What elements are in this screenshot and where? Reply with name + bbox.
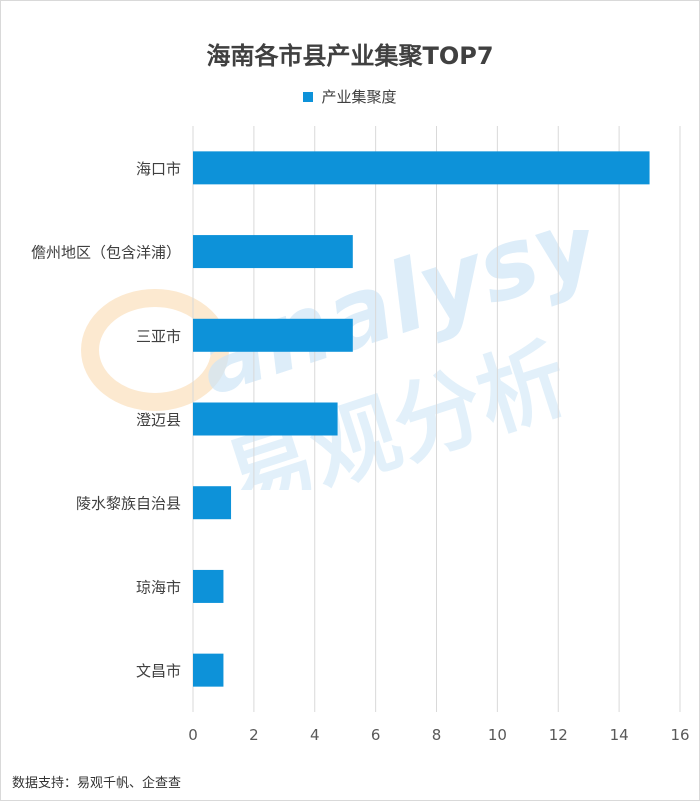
x-tick-label: 16 xyxy=(670,726,689,744)
x-tick-label: 12 xyxy=(549,726,568,744)
category-label: 陵水黎族自治县 xyxy=(76,495,181,513)
source-note: 数据支持：易观千帆、企查查 xyxy=(12,776,182,791)
category-label: 海口市 xyxy=(136,160,181,178)
bar xyxy=(193,569,224,603)
x-tick-label: 6 xyxy=(371,726,381,744)
x-tick-label: 2 xyxy=(249,726,259,744)
x-tick-label: 8 xyxy=(432,726,442,744)
x-tick-label: 4 xyxy=(310,726,320,744)
category-label: 琼海市 xyxy=(136,578,181,596)
chart-legend: 产业集聚度 xyxy=(0,86,700,107)
bar xyxy=(193,653,224,687)
category-label: 文昌市 xyxy=(136,662,181,680)
bar xyxy=(193,486,232,520)
chart-title: 海南各市县产业集聚TOP7 xyxy=(206,42,494,70)
x-tick-label: 14 xyxy=(610,726,629,744)
bar xyxy=(193,151,650,185)
bar xyxy=(193,318,353,352)
category-label: 三亚市 xyxy=(136,327,181,345)
legend-swatch xyxy=(303,91,314,102)
x-tick-label: 0 xyxy=(188,726,198,744)
x-tick-label: 10 xyxy=(488,726,507,744)
bar xyxy=(193,235,353,269)
bar xyxy=(193,402,338,436)
legend-label: 产业集聚度 xyxy=(321,88,397,106)
category-label: 儋州地区（包含洋浦） xyxy=(31,244,181,262)
category-label: 澄迈县 xyxy=(136,411,181,429)
